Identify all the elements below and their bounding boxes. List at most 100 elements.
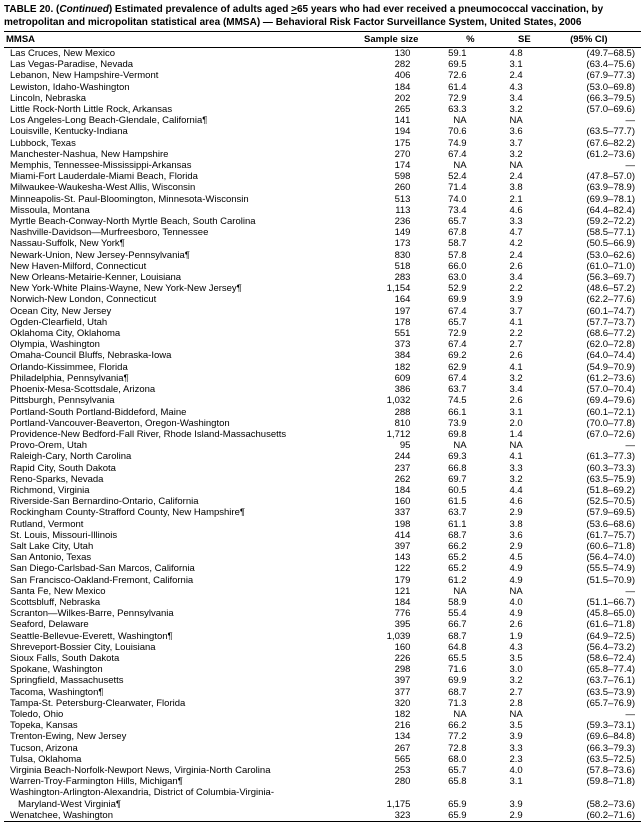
cell-sample-size: 513 [351, 194, 420, 205]
cell-percent: 65.5 [420, 653, 476, 664]
cell-percent: 69.9 [420, 294, 476, 305]
cell-ci: — [533, 440, 641, 451]
cell-percent: 58.9 [420, 597, 476, 608]
cell-ci: (63.5–72.5) [533, 754, 641, 765]
cell-mmsa: Topeka, Kansas [4, 720, 351, 731]
cell-se: 3.6 [477, 530, 533, 541]
cell-sample-size: 518 [351, 261, 420, 272]
header-row: MMSA Sample size % SE (95% CI) [4, 32, 641, 48]
cell-percent: 66.0 [420, 261, 476, 272]
cell-ci: (64.9–72.5) [533, 631, 641, 642]
cell-mmsa: Salt Lake City, Utah [4, 541, 351, 552]
cell-mmsa: Toledo, Ohio [4, 709, 351, 720]
table-row: Milwaukee-Waukesha-West Allis, Wisconsin… [4, 182, 641, 193]
table-row: Ogden-Clearfield, Utah17865.74.1(57.7–73… [4, 317, 641, 328]
cell-ci: (63.5–77.7) [533, 126, 641, 137]
cell-sample-size: 175 [351, 138, 420, 149]
cell-se: 3.3 [477, 463, 533, 474]
table-row: Tucson, Arizona26772.83.3(66.3–79.3) [4, 743, 641, 754]
cell-mmsa: New York-White Plains-Wayne, New York-Ne… [4, 283, 351, 294]
cell-sample-size: 283 [351, 272, 420, 283]
cell-se: 3.4 [477, 93, 533, 104]
cell-se: 3.9 [477, 731, 533, 742]
cell-ci: (61.2–73.6) [533, 149, 641, 160]
cell-mmsa: Portland-South Portland-Biddeford, Maine [4, 407, 351, 418]
table-row: Warren-Troy-Farmington Hills, Michigan¶2… [4, 776, 641, 787]
cell-mmsa: Virginia Beach-Norfolk-Newport News, Vir… [4, 765, 351, 776]
cell-se: 2.6 [477, 619, 533, 630]
col-header-mmsa: MMSA [4, 32, 351, 48]
title-lead: TABLE 20. ( [4, 4, 59, 15]
cell-se: 2.4 [477, 70, 533, 81]
cell-ci: — [533, 160, 641, 171]
table-row: Newark-Union, New Jersey-Pennsylvania¶83… [4, 250, 641, 261]
cell-ci: (69.4–79.6) [533, 395, 641, 406]
cell-sample-size: 373 [351, 339, 420, 350]
cell-sample-size [351, 787, 420, 798]
cell-mmsa: Washington-Arlington-Alexandria, Distric… [4, 787, 351, 798]
cell-se: 2.6 [477, 395, 533, 406]
cell-ci: (54.9–70.9) [533, 362, 641, 373]
table-row: Topeka, Kansas21666.23.5(59.3–73.1) [4, 720, 641, 731]
cell-sample-size: 226 [351, 653, 420, 664]
cell-se: 4.3 [477, 642, 533, 653]
cell-percent: 65.7 [420, 765, 476, 776]
cell-se: 1.4 [477, 429, 533, 440]
cell-percent: 72.9 [420, 328, 476, 339]
table-row: Virginia Beach-Norfolk-Newport News, Vir… [4, 765, 641, 776]
cell-sample-size: 95 [351, 440, 420, 451]
cell-se: 3.2 [477, 474, 533, 485]
table-row: Memphis, Tennessee-Mississippi-Arkansas1… [4, 160, 641, 171]
cell-sample-size: 406 [351, 70, 420, 81]
cell-se: 3.1 [477, 407, 533, 418]
table-row: Wenatchee, Washington32365.92.9(60.2–71.… [4, 810, 641, 822]
cell-ci: (62.2–77.6) [533, 294, 641, 305]
table-row: New Haven-Milford, Connecticut51866.02.6… [4, 261, 641, 272]
cell-percent: 63.0 [420, 272, 476, 283]
cell-mmsa: Milwaukee-Waukesha-West Allis, Wisconsin [4, 182, 351, 193]
cell-sample-size: 197 [351, 306, 420, 317]
cell-se: 4.6 [477, 205, 533, 216]
cell-mmsa: Tacoma, Washington¶ [4, 687, 351, 698]
cell-ci: (55.5–74.9) [533, 563, 641, 574]
cell-ci: (58.6–72.4) [533, 653, 641, 664]
cell-mmsa: Tampa-St. Petersburg-Clearwater, Florida [4, 698, 351, 709]
cell-sample-size: 323 [351, 810, 420, 822]
col-header-ci: (95% CI) [533, 32, 641, 48]
table-row: Philadelphia, Pennsylvania¶60967.43.2(61… [4, 373, 641, 384]
cell-ci: (56.3–69.7) [533, 272, 641, 283]
title-mid: ) Estimated prevalence of adults aged [109, 4, 291, 15]
cell-ci: (60.1–74.7) [533, 306, 641, 317]
cell-ci: (53.0–62.6) [533, 250, 641, 261]
cell-percent: 74.0 [420, 194, 476, 205]
cell-percent: 65.2 [420, 552, 476, 563]
cell-mmsa: Wenatchee, Washington [4, 810, 351, 822]
cell-mmsa: Louisville, Kentucky-Indiana [4, 126, 351, 137]
cell-percent: 65.9 [420, 810, 476, 822]
cell-mmsa: Tucson, Arizona [4, 743, 351, 754]
cell-mmsa: Providence-New Bedford-Fall River, Rhode… [4, 429, 351, 440]
cell-sample-size: 184 [351, 82, 420, 93]
table-row: Olympia, Washington37367.42.7(62.0–72.8) [4, 339, 641, 350]
cell-ci: (51.5–70.9) [533, 575, 641, 586]
cell-percent: NA [420, 586, 476, 597]
cell-percent: 65.7 [420, 317, 476, 328]
cell-se: 4.1 [477, 362, 533, 373]
cell-percent: NA [420, 440, 476, 451]
cell-percent: 64.8 [420, 642, 476, 653]
cell-ci: — [533, 709, 641, 720]
cell-percent: 67.4 [420, 306, 476, 317]
cell-se: 2.8 [477, 698, 533, 709]
cell-ci: (57.9–69.5) [533, 507, 641, 518]
cell-mmsa: Lebanon, New Hampshire-Vermont [4, 70, 351, 81]
cell-ci: (53.0–69.8) [533, 82, 641, 93]
cell-mmsa: Rapid City, South Dakota [4, 463, 351, 474]
table-row: Little Rock-North Little Rock, Arkansas2… [4, 104, 641, 115]
cell-sample-size: 320 [351, 698, 420, 709]
cell-ci: (69.9–78.1) [533, 194, 641, 205]
table-row: Lewiston, Idaho-Washington18461.44.3(53.… [4, 82, 641, 93]
cell-mmsa: Portland-Vancouver-Beaverton, Oregon-Was… [4, 418, 351, 429]
cell-sample-size: 173 [351, 238, 420, 249]
table-row: New York-White Plains-Wayne, New York-Ne… [4, 283, 641, 294]
table-row: Shreveport-Bossier City, Louisiana16064.… [4, 642, 641, 653]
